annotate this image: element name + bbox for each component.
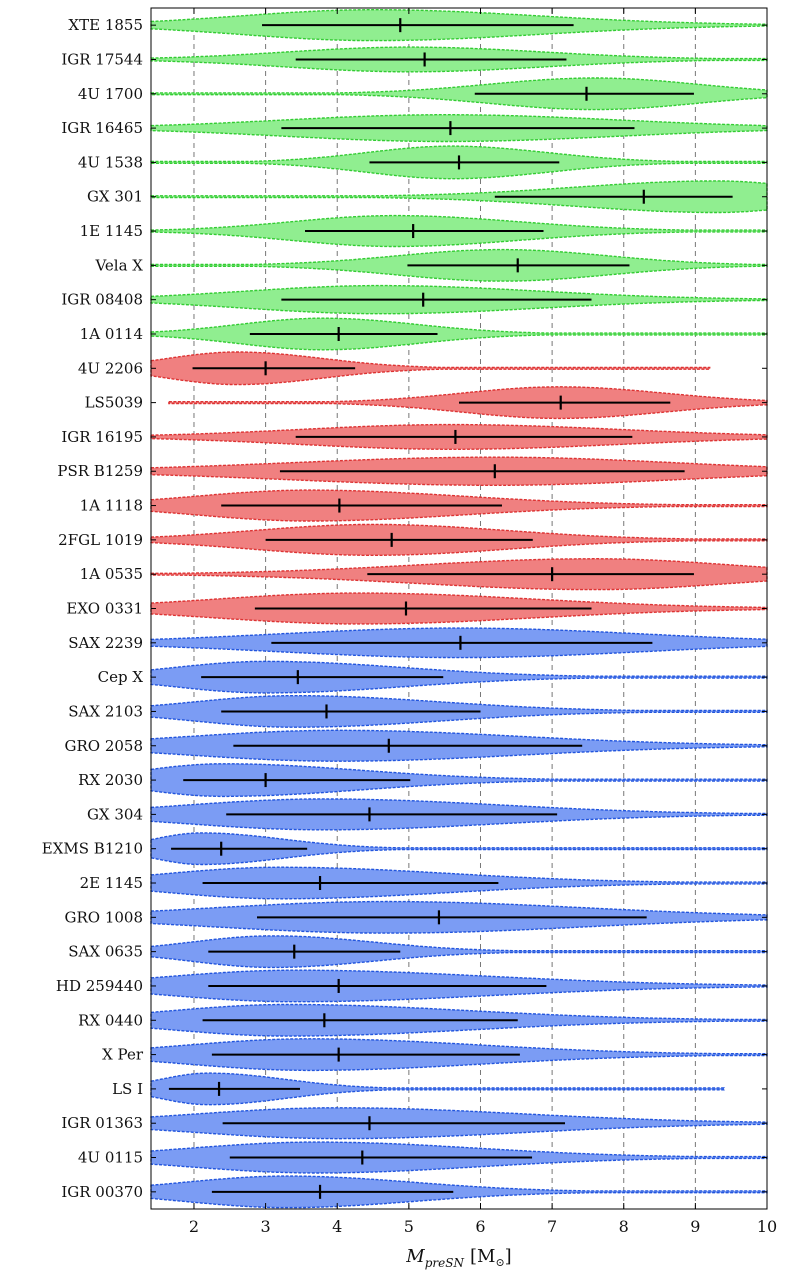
y-tick-label: RX 0440 bbox=[78, 1011, 143, 1029]
y-axis: XTE 1855 IGR 17544 4U 1700 IGR 16465 4U 1538… bbox=[42, 16, 767, 1201]
y-tick-label: 4U 0115 bbox=[78, 1149, 143, 1167]
y-tick-label: LS I bbox=[112, 1080, 143, 1098]
x-tick-label: 6 bbox=[475, 1217, 485, 1236]
x-tick-label: 7 bbox=[547, 1217, 557, 1236]
violin-green bbox=[150, 317, 768, 351]
x-axis-label-unit-symbol: ⊙ bbox=[495, 1256, 504, 1269]
y-tick-label: IGR 16195 bbox=[61, 428, 143, 446]
y-tick-label: 2FGL 1019 bbox=[58, 531, 143, 549]
x-tick-label: 10 bbox=[757, 1217, 777, 1236]
x-axis-label-unit-open: [M bbox=[470, 1246, 495, 1267]
x-axis-label-sub: preSN bbox=[425, 1256, 465, 1270]
y-tick-label: XTE 1855 bbox=[68, 16, 143, 34]
y-tick-label: 1A 0535 bbox=[80, 565, 143, 583]
y-tick-label: GRO 1008 bbox=[64, 908, 143, 926]
error-bars bbox=[168, 18, 733, 1199]
y-tick-label: IGR 01363 bbox=[61, 1114, 143, 1132]
y-tick-label: RX 2030 bbox=[78, 771, 143, 789]
violin-red bbox=[150, 351, 711, 386]
y-tick-label: GX 304 bbox=[87, 805, 143, 823]
y-tick-label: SAX 2239 bbox=[68, 634, 143, 652]
y-tick-label: GRO 2058 bbox=[64, 737, 143, 755]
y-tick-label: IGR 08408 bbox=[61, 291, 143, 309]
x-tick-label: 9 bbox=[690, 1217, 700, 1236]
violin-blue bbox=[150, 1072, 725, 1106]
x-axis-label-main: M bbox=[405, 1246, 425, 1267]
y-tick-label: IGR 00370 bbox=[61, 1183, 143, 1201]
y-tick-label: IGR 17544 bbox=[61, 50, 143, 68]
y-tick-label: HD 259440 bbox=[56, 977, 143, 995]
y-tick-label: 1E 1145 bbox=[80, 222, 143, 240]
y-tick-label: 4U 2206 bbox=[78, 359, 143, 377]
x-tick-label: 4 bbox=[332, 1217, 342, 1236]
x-tick-label: 5 bbox=[404, 1217, 414, 1236]
y-tick-label: X Per bbox=[102, 1046, 144, 1064]
x-tick-label: 2 bbox=[189, 1217, 199, 1236]
x-tick-label: 3 bbox=[261, 1217, 271, 1236]
y-tick-label: 4U 1700 bbox=[78, 85, 143, 103]
y-tick-label: 1A 1118 bbox=[80, 497, 143, 515]
y-tick-label: LS5039 bbox=[85, 394, 143, 412]
y-tick-label: Vela X bbox=[94, 256, 143, 274]
y-tick-label: SAX 0635 bbox=[68, 943, 143, 961]
x-tick-label: 8 bbox=[619, 1217, 629, 1236]
x-axis: 2 3 4 5 6 7 8 9 10 bbox=[189, 8, 777, 1236]
y-tick-label: IGR 16465 bbox=[61, 119, 143, 137]
y-tick-label: GX 301 bbox=[87, 188, 143, 206]
y-tick-label: Cep X bbox=[98, 668, 144, 686]
y-tick-label: 2E 1145 bbox=[80, 874, 143, 892]
y-tick-label: EXMS B1210 bbox=[42, 840, 143, 858]
y-tick-label: SAX 2103 bbox=[68, 702, 143, 720]
x-axis-label-unit-close: ] bbox=[505, 1246, 512, 1267]
violin-green bbox=[150, 77, 768, 111]
y-tick-label: PSR B1259 bbox=[57, 462, 143, 480]
y-tick-label: EXO 0331 bbox=[66, 600, 143, 618]
y-tick-label: 1A 0114 bbox=[80, 325, 143, 343]
x-axis-label: MpreSN [M⊙] bbox=[405, 1246, 511, 1270]
y-tick-label: 4U 1538 bbox=[78, 153, 143, 171]
violin-green bbox=[150, 180, 768, 214]
